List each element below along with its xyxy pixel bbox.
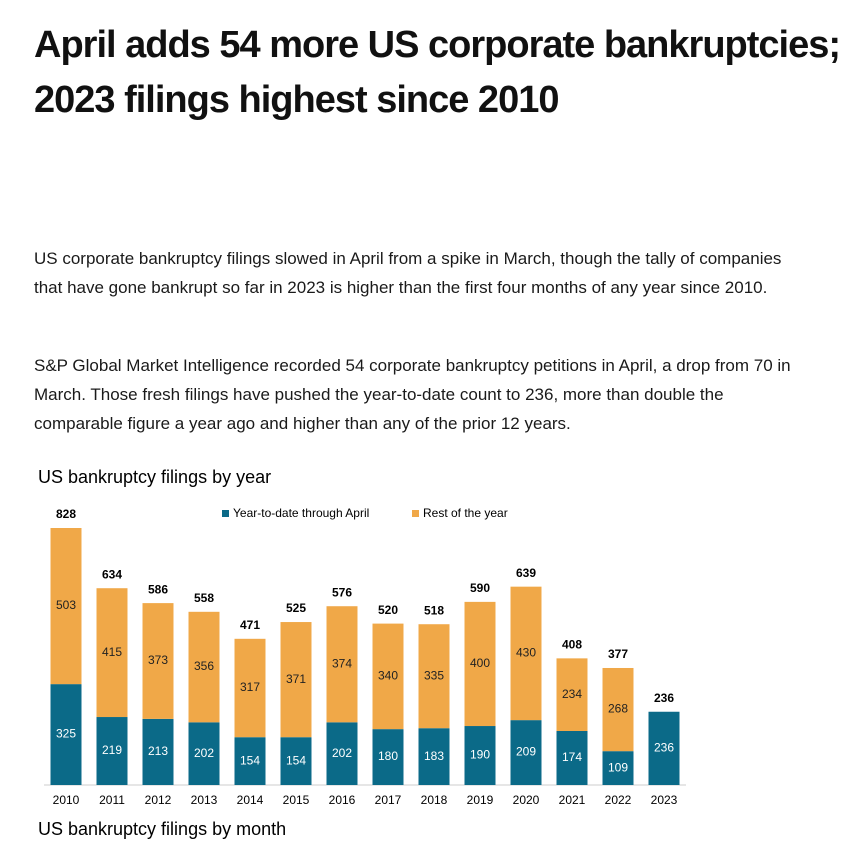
segment-label: 400 — [470, 656, 490, 670]
x-tick-label: 2016 — [329, 793, 356, 807]
x-tick-label: 2012 — [145, 793, 172, 807]
bar-segment — [234, 638, 266, 738]
total-label: 639 — [516, 566, 536, 580]
bar-segment — [234, 737, 266, 785]
x-tick-label: 2013 — [191, 793, 218, 807]
segment-label: 415 — [102, 645, 122, 659]
bar-segment — [50, 684, 82, 785]
total-label: 408 — [562, 638, 582, 652]
segment-label: 154 — [240, 753, 260, 767]
total-label: 586 — [148, 582, 168, 596]
bar-segment — [326, 722, 358, 785]
segment-label: 371 — [286, 672, 306, 686]
segment-label: 174 — [562, 750, 582, 764]
total-label: 576 — [332, 585, 352, 599]
article-title: April adds 54 more US corporate bankrupt… — [34, 24, 841, 121]
total-label: 828 — [56, 507, 76, 521]
segment-label: 190 — [470, 748, 490, 762]
bar-segment — [602, 751, 634, 785]
segment-label: 340 — [378, 669, 398, 683]
bar-segment — [510, 720, 542, 785]
segment-label: 335 — [424, 668, 444, 682]
bar-segment — [464, 726, 496, 785]
x-tick-label: 2022 — [605, 793, 632, 807]
x-tick-label: 2021 — [559, 793, 586, 807]
total-label: 377 — [608, 647, 628, 661]
total-label: 558 — [194, 591, 214, 605]
bar-segment — [464, 601, 496, 727]
bar-segment — [418, 624, 450, 729]
segment-label: 374 — [332, 656, 352, 670]
bar-segment — [50, 528, 82, 685]
bar-segment — [510, 586, 542, 721]
x-tick-label: 2017 — [375, 793, 402, 807]
legend-label: Year-to-date through April — [233, 506, 369, 520]
chart: US bankruptcy filings by year US bankrup… — [38, 467, 686, 839]
x-tick-label: 2010 — [53, 793, 80, 807]
total-label: 518 — [424, 603, 444, 617]
bar-segment — [280, 737, 312, 785]
bar-segment — [372, 729, 404, 785]
segment-label: 183 — [424, 749, 444, 763]
segment-label: 180 — [378, 749, 398, 763]
segment-label: 430 — [516, 646, 536, 660]
bar-segment — [602, 667, 634, 752]
segment-label: 109 — [608, 760, 628, 774]
segment-label: 268 — [608, 702, 628, 716]
x-tick-label: 2018 — [421, 793, 448, 807]
segment-label: 317 — [240, 680, 260, 694]
segment-label: 234 — [562, 687, 582, 701]
total-label: 525 — [286, 601, 306, 615]
bar-segment — [188, 722, 220, 785]
segment-label: 236 — [654, 741, 674, 755]
x-tick-label: 2014 — [237, 793, 264, 807]
paragraph: US corporate bankruptcy filings slowed i… — [34, 249, 782, 297]
segment-label: 373 — [148, 653, 168, 667]
total-label: 236 — [654, 691, 674, 705]
x-tick-label: 2023 — [651, 793, 678, 807]
total-label: 471 — [240, 618, 260, 632]
x-tick-label: 2011 — [99, 793, 125, 807]
segment-label: 219 — [102, 743, 122, 757]
bar-segment — [96, 588, 128, 718]
legend-label: Rest of the year — [423, 506, 508, 520]
x-tick-label: 2020 — [513, 793, 540, 807]
bar-segment — [142, 603, 174, 719]
total-label: 520 — [378, 603, 398, 617]
segment-label: 154 — [286, 753, 306, 767]
bar-segment — [556, 730, 588, 785]
chart-title: US bankruptcy filings by year — [38, 467, 271, 487]
segment-label: 213 — [148, 744, 168, 758]
segment-label: 202 — [332, 746, 352, 760]
segment-label: 325 — [56, 727, 76, 741]
bar-segment — [648, 711, 680, 785]
bar-segment — [326, 606, 358, 723]
x-tick-label: 2015 — [283, 793, 310, 807]
bar-segment — [372, 623, 404, 730]
legend-swatch — [222, 510, 229, 517]
bar-segment — [556, 658, 588, 731]
bar-segment — [142, 718, 174, 785]
total-label: 590 — [470, 581, 490, 595]
total-label: 634 — [102, 567, 122, 581]
segment-label: 356 — [194, 659, 214, 673]
section-title: US bankruptcy filings by month — [38, 819, 286, 839]
bar-segment — [188, 611, 220, 723]
legend-swatch — [412, 510, 419, 517]
bar-segment — [96, 717, 128, 785]
segment-label: 209 — [516, 745, 536, 759]
x-tick-label: 2019 — [467, 793, 494, 807]
bar-segment — [280, 622, 312, 738]
bar-segment — [418, 728, 450, 785]
segment-label: 202 — [194, 746, 214, 760]
paragraph: S&P Global Market Intelligence recorded … — [34, 356, 791, 433]
segment-label: 503 — [56, 598, 76, 612]
